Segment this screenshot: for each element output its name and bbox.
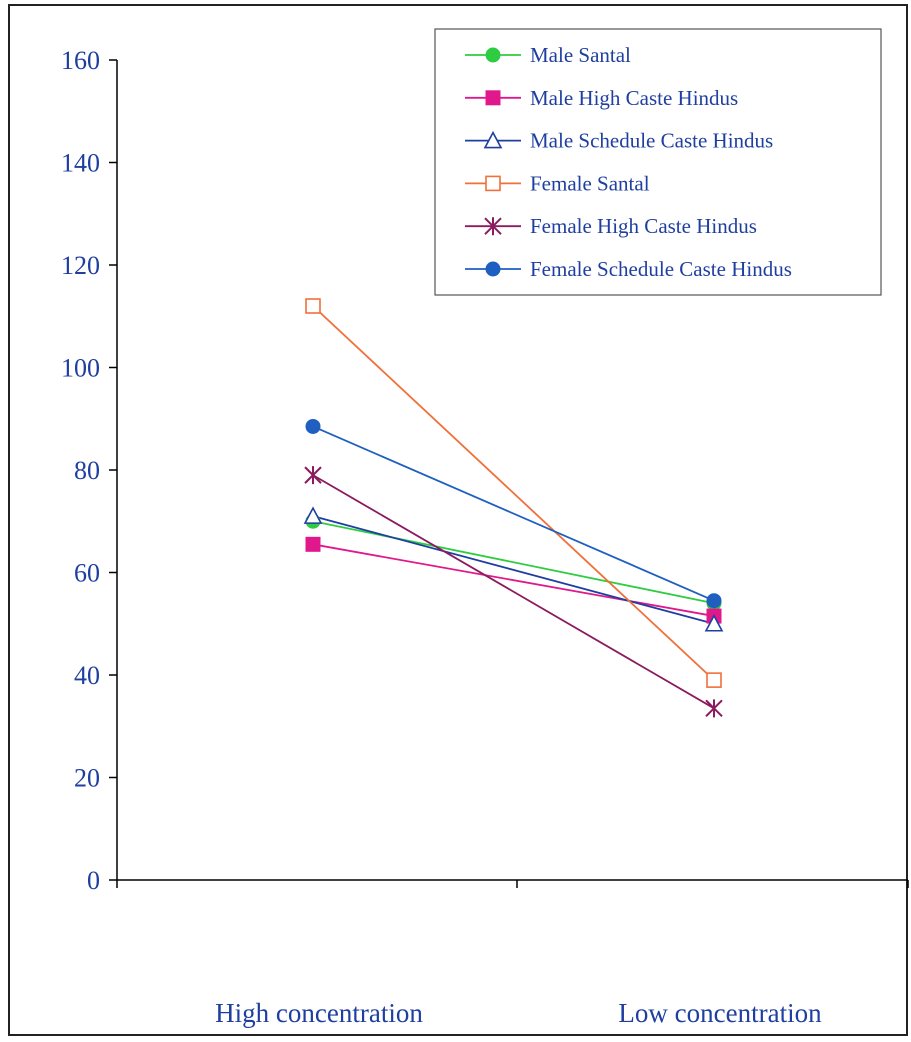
legend-marker <box>485 261 501 277</box>
y-tick-label: 100 <box>61 354 100 383</box>
series-markers <box>303 298 724 718</box>
y-tick-label: 120 <box>61 251 100 280</box>
y-tick-label: 60 <box>74 559 100 588</box>
series-line <box>312 474 715 710</box>
legend-marker <box>485 47 501 63</box>
data-point <box>706 593 722 609</box>
legend-marker <box>484 217 502 236</box>
legend-box <box>434 28 882 296</box>
y-tick-label: 80 <box>74 456 100 485</box>
y-tick-label: 160 <box>61 46 100 75</box>
legend-label: Female High Caste Hindus <box>530 214 757 238</box>
legend-label: Female Schedule Caste Hindus <box>530 257 792 281</box>
data-point <box>305 536 321 552</box>
data-point <box>704 614 724 632</box>
x-tick-label: Low concentration <box>618 998 822 1028</box>
legend-marker <box>483 130 503 149</box>
data-point <box>305 298 321 314</box>
x-tick-label: High concentration <box>215 998 423 1028</box>
legend-label: Male Schedule Caste Hindus <box>530 129 773 153</box>
data-point <box>304 466 322 485</box>
data-point <box>305 418 321 434</box>
legend-label: Male Santal <box>530 43 631 67</box>
series-line <box>312 515 715 625</box>
series-lines <box>312 305 715 710</box>
series-line <box>312 305 715 681</box>
y-tick-label: 20 <box>74 764 100 793</box>
data-point <box>705 699 723 718</box>
data-point <box>706 672 722 688</box>
series-line <box>312 425 715 602</box>
y-tick-label: 40 <box>74 661 100 690</box>
legend: Male Santal Male High Caste Hindus Male Sc… <box>434 28 882 296</box>
y-tick-label: 140 <box>61 149 100 178</box>
y-tick-label: 0 <box>87 866 100 895</box>
axes: 0 20 40 60 80 100 120 140 160 High concentration L… <box>61 46 909 1028</box>
series-line <box>312 543 715 617</box>
legend-label: Female Santal <box>530 171 650 195</box>
legend-marker <box>485 90 501 106</box>
legend-label: Male High Caste Hindus <box>530 86 738 110</box>
data-point <box>303 506 323 524</box>
legend-marker <box>485 175 501 192</box>
